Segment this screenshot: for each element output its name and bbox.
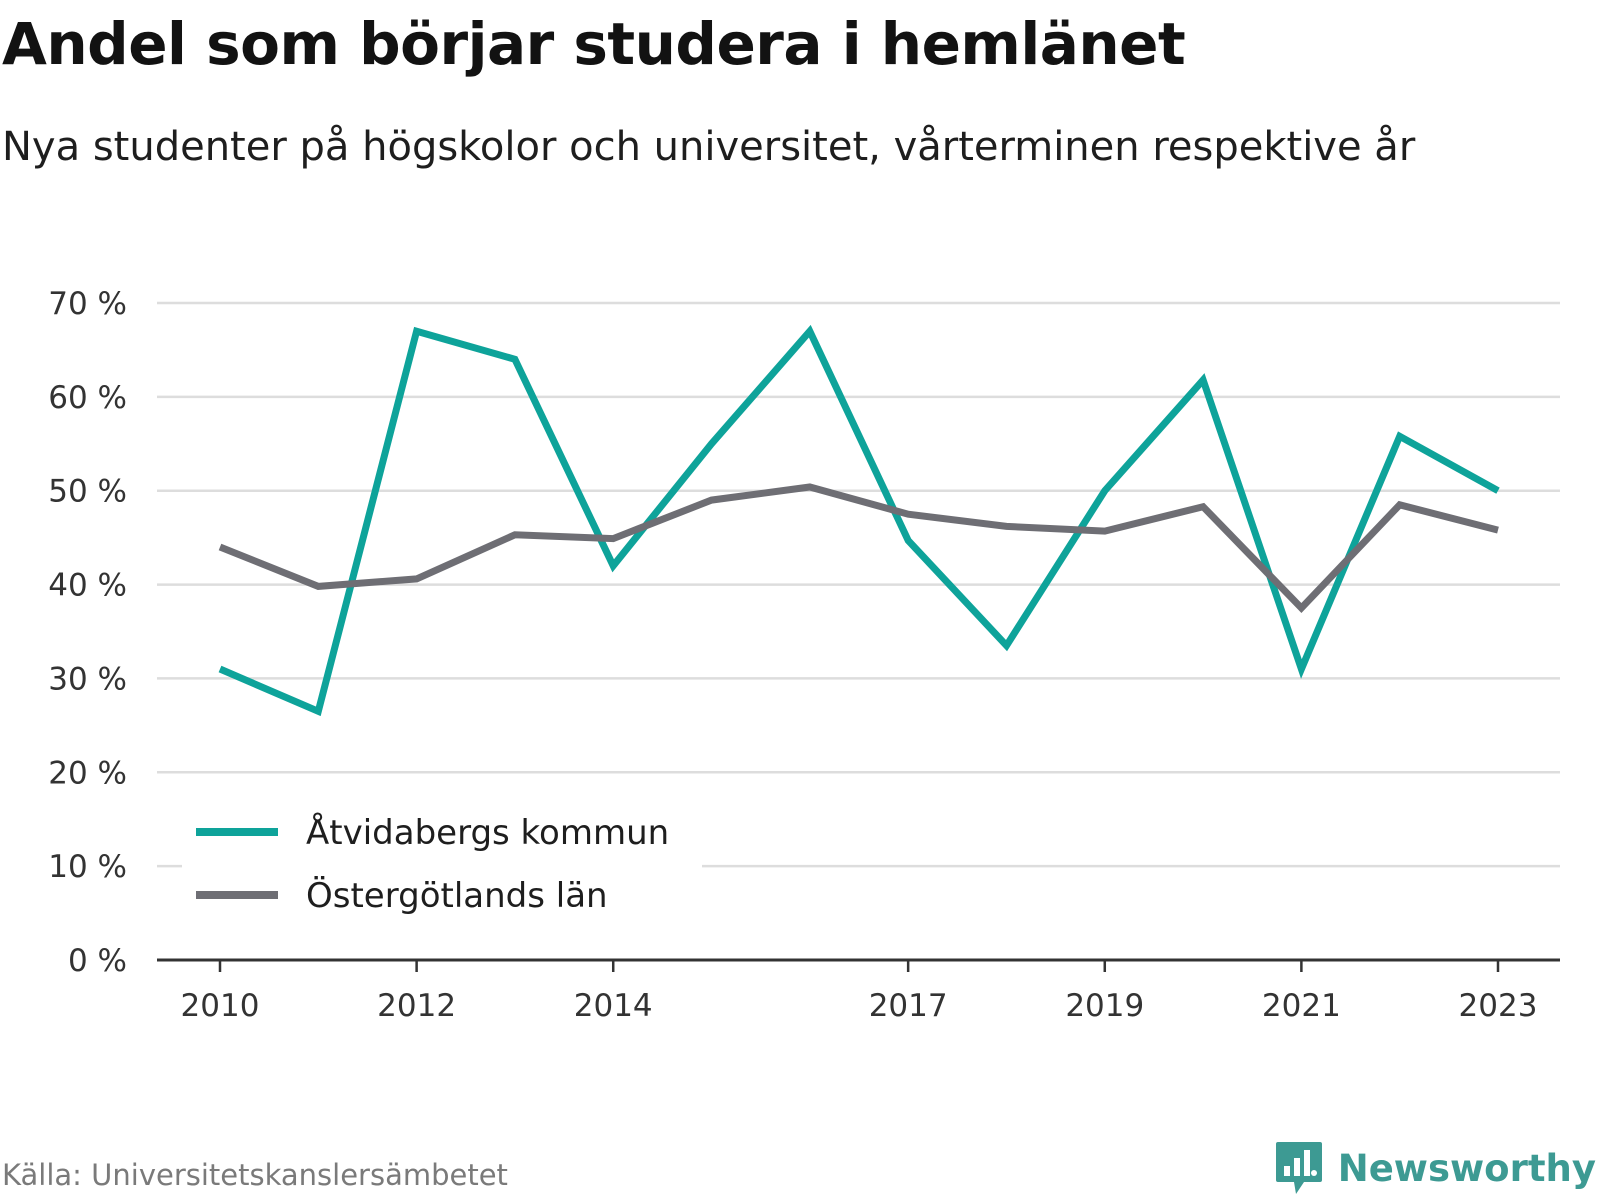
x-tick-label: 2014 xyxy=(574,988,653,1024)
legend: Åtvidabergs kommun Östergötlands län xyxy=(182,795,702,933)
bar-chart-speech-bubble-icon xyxy=(1275,1142,1322,1194)
legend-background xyxy=(182,795,702,933)
y-tick-label: 0 % xyxy=(68,943,127,979)
brand-logo: Newsworthy xyxy=(1274,1140,1596,1196)
chart-title: Andel som börjar studera i hemlänet xyxy=(2,10,1186,78)
x-axis: 2010 2012 2014 2017 2019 2021 2023 xyxy=(157,958,1560,1024)
x-tick-label: 2017 xyxy=(869,988,948,1024)
y-axis-ticks: 0 % 10 % 20 % 30 % 40 % 50 % 60 % 70 % xyxy=(48,286,127,979)
y-tick-label: 50 % xyxy=(48,474,127,510)
source-note: Källa: Universitetskanslersämbetet xyxy=(2,1158,508,1192)
y-tick-label: 30 % xyxy=(48,661,127,697)
x-tick-label: 2021 xyxy=(1262,988,1341,1024)
legend-label: Östergötlands län xyxy=(306,875,608,916)
x-tick-label: 2012 xyxy=(377,988,456,1024)
series-layer xyxy=(218,324,1500,717)
line-chart: 0 % 10 % 20 % 30 % 40 % 50 % 60 % 70 % 2010 2012… xyxy=(48,286,1560,1024)
y-tick-label: 60 % xyxy=(48,380,127,416)
x-tick-label: 2019 xyxy=(1065,988,1144,1024)
series-line-atvidaberg xyxy=(218,324,1500,717)
y-tick-label: 40 % xyxy=(48,568,127,604)
x-tick-label: 2010 xyxy=(181,988,260,1024)
y-tick-label: 10 % xyxy=(48,849,127,885)
legend-label: Åtvidabergs kommun xyxy=(306,812,669,853)
chart-subtitle: Nya studenter på högskolor och universit… xyxy=(2,124,1416,170)
brand-name: Newsworthy xyxy=(1337,1146,1596,1190)
y-tick-label: 20 % xyxy=(48,755,127,791)
x-tick-label: 2023 xyxy=(1459,988,1538,1024)
series-line-ostergotland xyxy=(218,483,1499,614)
y-tick-label: 70 % xyxy=(48,286,127,322)
